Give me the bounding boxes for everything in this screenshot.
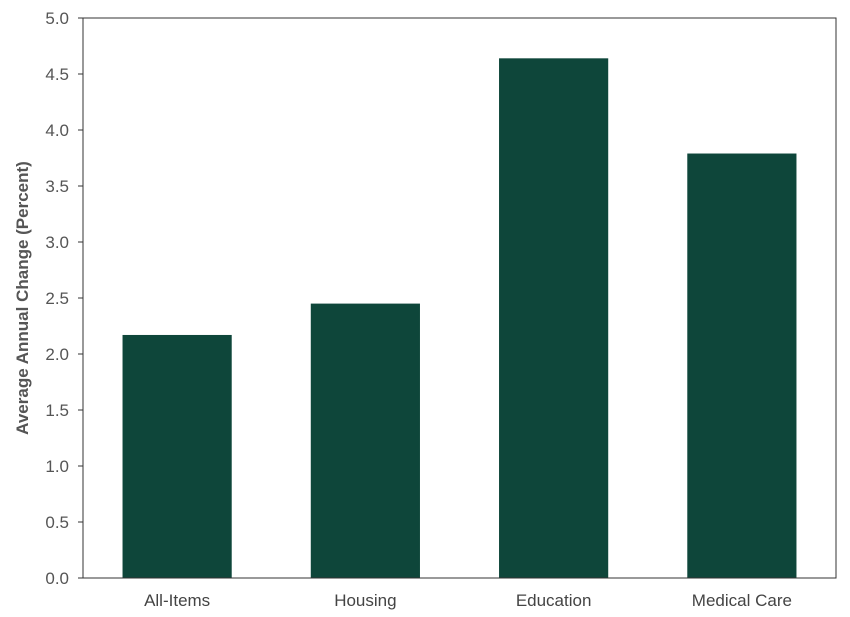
y-axis-title: Average Annual Change (Percent) bbox=[13, 161, 32, 435]
x-category-label: Education bbox=[516, 591, 592, 610]
bar-medical-care bbox=[687, 153, 797, 578]
y-tick-label: 1.0 bbox=[45, 457, 69, 476]
y-tick-label: 3.5 bbox=[45, 177, 69, 196]
y-tick-label: 2.0 bbox=[45, 345, 69, 364]
bar-housing bbox=[310, 303, 420, 578]
x-category-label: Medical Care bbox=[692, 591, 792, 610]
bar-education bbox=[499, 58, 609, 578]
x-axis-categories: All-Items Housing Education Medical Care bbox=[144, 591, 792, 610]
y-tick-label: 4.5 bbox=[45, 65, 69, 84]
x-category-label: All-Items bbox=[144, 591, 210, 610]
y-tick-label: 2.5 bbox=[45, 289, 69, 308]
y-axis-ticks: 0.0 0.5 1.0 1.5 2.0 2.5 3.0 3.5 4.0 4.5 5.0 bbox=[45, 9, 83, 588]
x-category-label: Housing bbox=[334, 591, 396, 610]
y-tick-label: 4.0 bbox=[45, 121, 69, 140]
y-tick-label: 0.5 bbox=[45, 513, 69, 532]
y-tick-label: 3.0 bbox=[45, 233, 69, 252]
y-tick-label: 0.0 bbox=[45, 569, 69, 588]
bar-all-items bbox=[122, 334, 232, 578]
bars-layer bbox=[122, 58, 797, 578]
y-tick-label: 1.5 bbox=[45, 401, 69, 420]
y-tick-label: 5.0 bbox=[45, 9, 69, 28]
